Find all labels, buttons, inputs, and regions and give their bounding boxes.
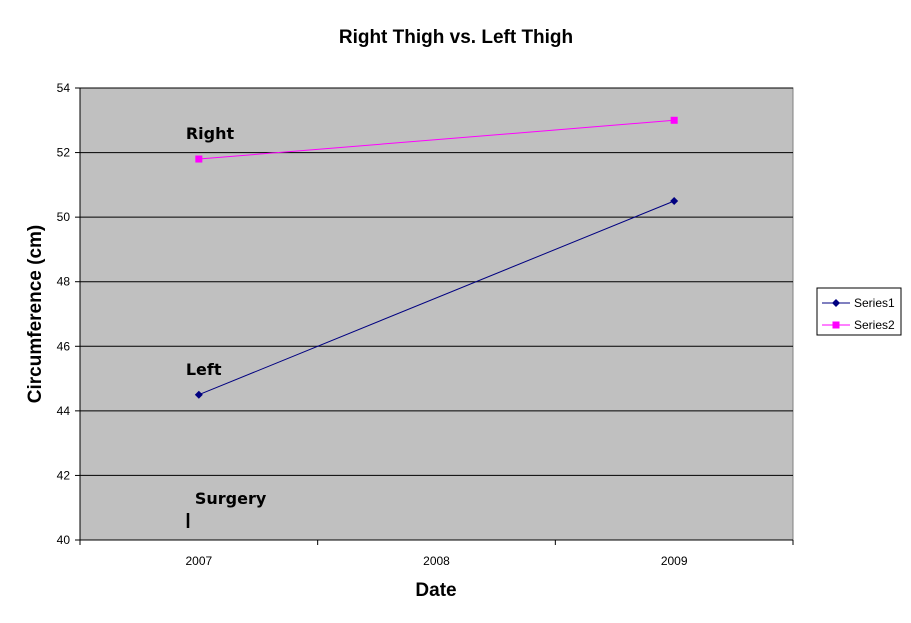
y-tick-label: 40	[57, 533, 71, 547]
y-tick-label: 54	[57, 81, 71, 95]
series-layer	[194, 116, 679, 399]
data-point	[195, 155, 203, 163]
y-tick-label: 42	[57, 468, 71, 482]
series-2	[195, 116, 678, 163]
legend-label: Series1	[854, 296, 895, 310]
legend-marker	[832, 299, 840, 307]
annotation-surgery: Surgery	[195, 489, 267, 508]
y-tick-label: 46	[57, 339, 71, 353]
y-tick-label: 44	[57, 404, 71, 418]
annotation-right: Right	[186, 124, 235, 143]
series-line	[198, 200, 675, 396]
x-axis: 2007 2008 2009	[79, 539, 794, 568]
y-tick-label: 48	[57, 275, 71, 289]
data-point	[194, 390, 203, 399]
x-tick-label: 2007	[185, 554, 212, 568]
legend-box	[816, 287, 902, 336]
data-point	[670, 197, 679, 205]
legend-marker	[832, 321, 840, 329]
legend: Series1 Series2	[816, 287, 902, 336]
x-tick-label: 2008	[423, 554, 450, 568]
y-tick-label: 50	[57, 210, 71, 224]
legend-label: Series2	[854, 318, 895, 332]
y-axis: 40 42 44 46 48 50 52 54	[57, 81, 81, 547]
x-tick-label: 2009	[661, 554, 688, 568]
gridlines	[80, 87, 793, 476]
annotation-left: Left	[186, 360, 222, 379]
series-line	[198, 119, 675, 160]
plot-area	[79, 87, 794, 541]
x-axis-title: Date	[415, 580, 456, 601]
annotations: Right Left Surgery	[186, 124, 267, 508]
y-tick-label: 52	[57, 146, 71, 160]
chart-title: Right Thigh vs. Left Thigh	[339, 27, 573, 48]
y-axis-title: Circumference (cm)	[25, 225, 46, 403]
series-1	[194, 197, 679, 399]
data-point	[670, 116, 678, 124]
